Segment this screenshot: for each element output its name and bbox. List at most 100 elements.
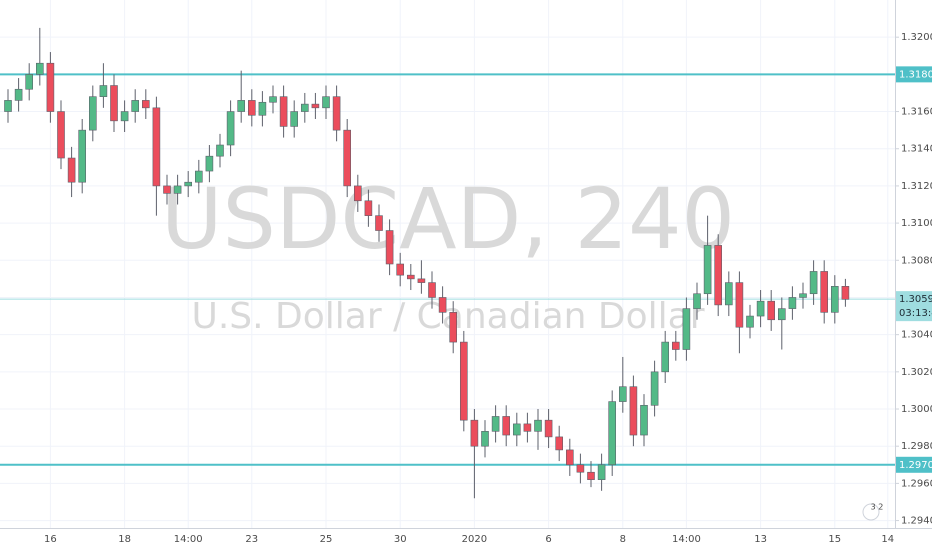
candle-body (565, 449, 574, 466)
x-tick-label: 14:00 (174, 534, 203, 545)
candle-body (226, 111, 235, 146)
candle-body (57, 111, 65, 159)
candle-body (99, 85, 108, 97)
candle-body (184, 181, 192, 187)
candle-body (428, 282, 436, 298)
candle-body (714, 245, 723, 306)
x-tick-label: 30 (394, 534, 407, 545)
candle-body (830, 286, 839, 313)
candle-body (14, 88, 23, 101)
current-price-box (896, 291, 932, 322)
x-tick-label: 8 (620, 534, 626, 545)
x-tick-label: 16 (44, 534, 57, 545)
candle-body (120, 111, 129, 122)
x-tick-label: 25 (320, 534, 333, 545)
candle-body (544, 419, 553, 438)
watermark-subtitle: U.S. Dollar / Canadian Dollar (191, 296, 704, 337)
candle-body (682, 308, 691, 350)
candle-body (459, 341, 468, 421)
candle-body (385, 230, 394, 265)
candle-body (4, 100, 12, 112)
candle-body (502, 416, 511, 436)
candle-body (756, 300, 765, 317)
watermark-title: USDCAD, 240 (161, 170, 735, 268)
candle-body (735, 282, 744, 328)
candle-body (417, 278, 426, 283)
axes: 1.29400 1.29600 1.29800 1.30000 1.30200 1.304… (44, 32, 932, 545)
y-tick-label: 1.32000 (901, 32, 932, 43)
y-tick-label: 1.29600 (901, 478, 932, 489)
level-label-box (896, 66, 932, 83)
candle-body (142, 100, 150, 109)
y-tick-label: 1.31000 (901, 218, 932, 229)
candle-body (481, 431, 489, 447)
candle-body (89, 96, 97, 131)
candle-body (248, 100, 256, 116)
badge-icon (862, 503, 880, 521)
x-tick-label: 14:00 (672, 534, 701, 545)
y-tick-label: 1.30800 (901, 255, 932, 266)
candle-body (152, 107, 161, 187)
y-tick-label: 1.29800 (901, 441, 932, 452)
candle-body (173, 185, 182, 194)
candle-body (534, 419, 542, 432)
candle-body (650, 371, 659, 406)
countdown-label: 03:13:48 (899, 308, 932, 319)
candle-body (587, 471, 595, 480)
y-tick-label: 1.30200 (901, 367, 932, 378)
x-tick-label: 2020 (462, 534, 487, 545)
candle-body (353, 185, 362, 202)
candle-body (375, 215, 383, 231)
candle-body (449, 312, 458, 343)
candle-body (618, 386, 627, 402)
candle-body (693, 293, 701, 309)
candle-body (767, 300, 776, 321)
x-tick-label: 6 (545, 534, 551, 545)
candle-body (608, 401, 617, 466)
candle-body (205, 155, 214, 172)
candle-body (237, 100, 245, 112)
y-tick-label: 1.31600 (901, 107, 932, 118)
candle-body (809, 271, 818, 295)
candle-body (78, 129, 86, 183)
candle-body (820, 271, 829, 313)
x-tick-label: 14 (881, 534, 894, 545)
candle-body (131, 100, 139, 112)
badge-label: 3 2 (871, 503, 884, 512)
candle-body (258, 101, 267, 116)
candle-body (332, 96, 341, 131)
candle-body (35, 62, 44, 75)
candle-body (841, 286, 850, 300)
candle-body (746, 315, 754, 328)
candle-body (512, 423, 521, 436)
candle-body (311, 103, 320, 109)
candle-body (724, 282, 733, 306)
candle-body (629, 386, 638, 436)
candle-body (491, 416, 500, 432)
candle-body (438, 297, 447, 313)
level-label-box (896, 456, 932, 473)
candle-body (67, 157, 76, 183)
candle-body (269, 96, 277, 103)
candle-body (640, 404, 648, 436)
level-label: 1.29700 (899, 460, 932, 471)
candle-body (396, 263, 405, 276)
candle-body (777, 308, 786, 321)
candle-body (597, 464, 606, 480)
candle-body (163, 185, 171, 194)
level-label: 1.31800 (899, 69, 932, 80)
candle-body (703, 245, 712, 295)
candle-body (290, 111, 299, 127)
candle-body (799, 293, 807, 298)
candle-body (46, 62, 55, 112)
candle-body (110, 85, 118, 122)
x-tick-label: 15 (828, 534, 841, 545)
candle-body (25, 74, 34, 90)
candle-body (279, 96, 288, 127)
candle-body (364, 200, 373, 216)
candle-body (788, 297, 797, 309)
y-tick-label: 1.31200 (901, 181, 932, 192)
y-tick-label: 1.29400 (901, 516, 932, 527)
